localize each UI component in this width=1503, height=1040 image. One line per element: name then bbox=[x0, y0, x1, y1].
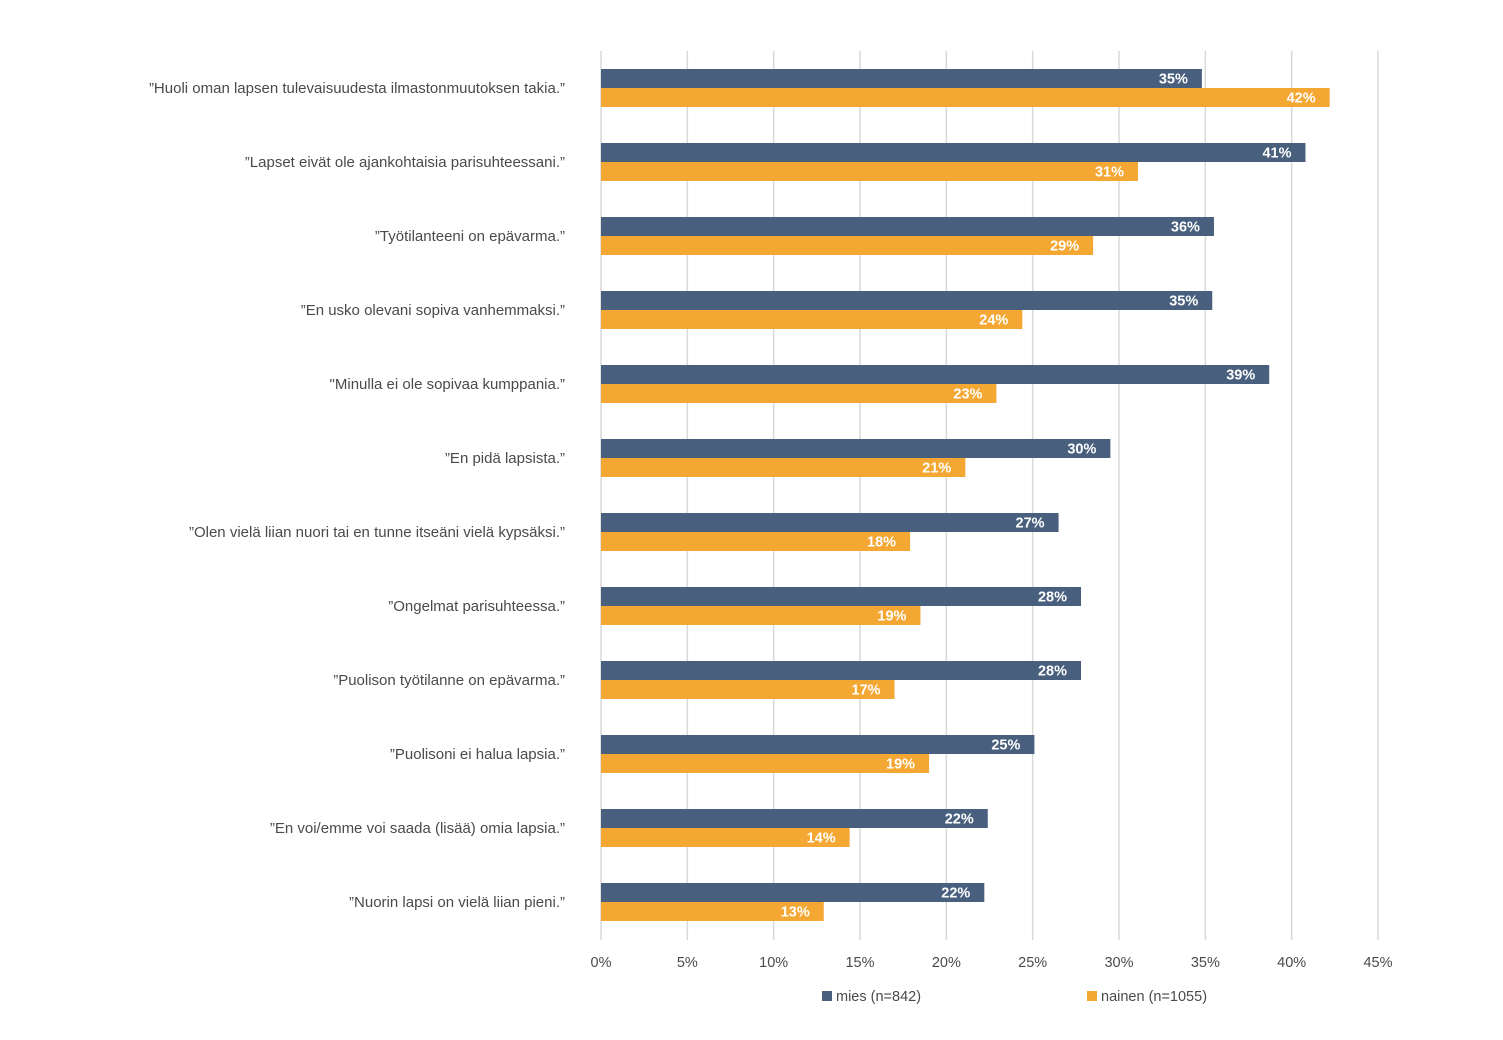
x-tick-label: 15% bbox=[845, 955, 874, 971]
legend-swatch-nainen bbox=[1087, 991, 1097, 1001]
x-tick-label: 40% bbox=[1277, 955, 1306, 971]
data-label: 19% bbox=[886, 757, 915, 773]
bar-mies bbox=[601, 217, 1214, 236]
bar-mies bbox=[601, 587, 1082, 606]
data-label: 22% bbox=[945, 812, 974, 828]
bar-mies bbox=[601, 809, 988, 828]
bar-mies bbox=[601, 439, 1111, 458]
x-tick-label: 25% bbox=[1018, 955, 1047, 971]
bar-nainen bbox=[601, 236, 1094, 255]
x-tick-label: 30% bbox=[1104, 955, 1133, 971]
data-label: 36% bbox=[1171, 220, 1200, 236]
bar-mies bbox=[601, 513, 1059, 532]
data-label: 27% bbox=[1016, 516, 1045, 532]
category-label: "Minulla ei ole sopivaa kumppania.” bbox=[330, 376, 565, 393]
category-labels: ”Huoli oman lapsen tulevaisuudesta ilmas… bbox=[149, 80, 565, 911]
data-label: 35% bbox=[1169, 294, 1198, 310]
data-label: 19% bbox=[877, 609, 906, 625]
x-tick-label: 0% bbox=[591, 955, 612, 971]
category-label: ”Olen vielä liian nuori tai en tunne its… bbox=[189, 524, 565, 541]
category-label: ”Nuorin lapsi on vielä liian pieni.” bbox=[349, 894, 565, 911]
bar-mies bbox=[601, 661, 1082, 680]
data-label: 13% bbox=[781, 905, 810, 921]
data-label: 35% bbox=[1159, 72, 1188, 88]
data-label: 28% bbox=[1038, 664, 1067, 680]
legend-label-nainen: nainen (n=1055) bbox=[1101, 989, 1207, 1005]
category-label: ”Puolisoni ei halua lapsia.” bbox=[390, 746, 565, 763]
data-label: 25% bbox=[991, 738, 1020, 754]
bar-mies bbox=[601, 69, 1202, 88]
data-label: 14% bbox=[807, 831, 836, 847]
data-label: 21% bbox=[922, 461, 951, 477]
x-tick-label: 20% bbox=[932, 955, 961, 971]
data-label: 42% bbox=[1287, 91, 1316, 107]
data-label: 24% bbox=[979, 313, 1008, 329]
bar-mies bbox=[601, 883, 985, 902]
bar-mies bbox=[601, 365, 1270, 384]
x-tick-label: 5% bbox=[677, 955, 698, 971]
x-tick-label: 35% bbox=[1191, 955, 1220, 971]
bar-nainen bbox=[601, 532, 911, 551]
data-label: 30% bbox=[1067, 442, 1096, 458]
category-label: ”En pidä lapsista.” bbox=[445, 450, 565, 467]
category-label: ”Puolison työtilanne on epävarma.” bbox=[333, 672, 565, 689]
legend: mies (n=842) nainen (n=1055) bbox=[822, 989, 1207, 1005]
bar-nainen bbox=[601, 902, 824, 921]
data-label: 41% bbox=[1262, 146, 1291, 162]
bar-nainen bbox=[601, 680, 895, 699]
category-label: ”Lapset eivät ole ajankohtaisia parisuht… bbox=[245, 154, 565, 171]
category-label: ”Huoli oman lapsen tulevaisuudesta ilmas… bbox=[149, 80, 565, 97]
bar-nainen bbox=[601, 606, 921, 625]
bar-mies bbox=[601, 291, 1213, 310]
bar-nainen bbox=[601, 754, 930, 773]
data-label: 28% bbox=[1038, 590, 1067, 606]
x-tick-label: 10% bbox=[759, 955, 788, 971]
bar-nainen bbox=[601, 310, 1023, 329]
category-label: ”En usko olevani sopiva vanhemmaksi.” bbox=[301, 302, 565, 319]
bars: 35% 42% 41% 31% 36% 29% 35% 24% 39% 23% 30% 21% 27% 1… bbox=[601, 69, 1330, 921]
bar-mies bbox=[601, 735, 1035, 754]
gridlines bbox=[600, 51, 1379, 940]
legend-swatch-mies bbox=[822, 991, 832, 1001]
x-axis-tick-labels: 0% 5% 10% 15% 20% 25% 30% 35% 40% 45% bbox=[591, 955, 1393, 971]
data-label: 23% bbox=[953, 387, 982, 403]
data-label: 17% bbox=[852, 683, 881, 699]
category-label: ”Työtilanteeni on epävarma.” bbox=[375, 228, 565, 245]
bar-nainen bbox=[601, 458, 966, 477]
bar-nainen bbox=[601, 828, 850, 847]
category-label: ”En voi/emme voi saada (lisää) omia laps… bbox=[270, 820, 565, 837]
bar-nainen bbox=[601, 162, 1138, 181]
bar-nainen bbox=[601, 88, 1330, 107]
x-tick-label: 45% bbox=[1363, 955, 1392, 971]
data-label: 18% bbox=[867, 535, 896, 551]
bar-mies bbox=[601, 143, 1306, 162]
bar-nainen bbox=[601, 384, 997, 403]
category-label: ”Ongelmat parisuhteessa.” bbox=[388, 598, 565, 615]
data-label: 22% bbox=[941, 886, 970, 902]
data-label: 39% bbox=[1226, 368, 1255, 384]
legend-label-mies: mies (n=842) bbox=[836, 989, 921, 1005]
data-label: 29% bbox=[1050, 239, 1079, 255]
data-label: 31% bbox=[1095, 165, 1124, 181]
